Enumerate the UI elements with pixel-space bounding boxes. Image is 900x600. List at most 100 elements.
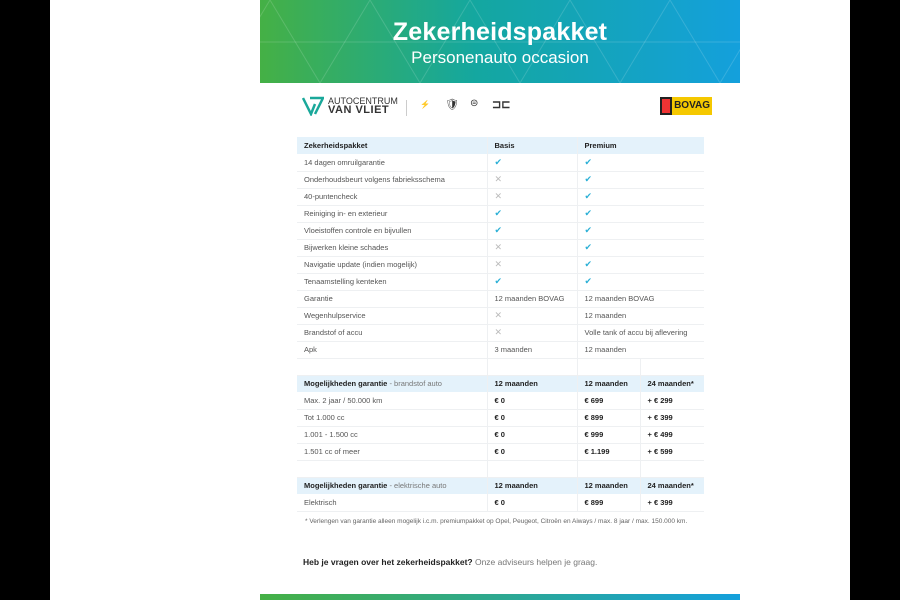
- table-row: Tot 1.000 cc € 0 € 899 + € 399: [297, 409, 704, 427]
- table-cell: 12 maanden: [577, 341, 704, 359]
- check-icon: ✔: [584, 225, 593, 235]
- table-cell: 1.001 - 1.500 cc: [297, 426, 488, 444]
- dealer-line1: AUTOCENTRUM: [328, 96, 398, 106]
- table-row: Tenaamstelling kenteken ✔ ✔: [297, 273, 704, 291]
- table-header-row: Mogelijkheden garantie - elektrische aut…: [297, 477, 704, 494]
- table-cell: € 0: [487, 392, 578, 410]
- table-cell: Apk: [297, 341, 488, 359]
- check-icon: ✔: [494, 208, 503, 218]
- table-cell: 12 maanden: [487, 375, 578, 392]
- footnote: * Verlengen van garantie alleen mogelijk…: [305, 518, 688, 525]
- table-cell: ✔: [577, 239, 704, 257]
- table-cell: + € 299: [640, 392, 704, 410]
- table-cell: € 999: [577, 426, 641, 444]
- table-cell: Volle tank of accu bij aflevering: [577, 324, 704, 342]
- table-row: Wegenhulpservice ✕ 12 maanden: [297, 307, 704, 325]
- table-cell: € 1.199: [577, 443, 641, 461]
- table-cell: Reiniging in- en exterieur: [297, 205, 488, 223]
- check-icon: ✔: [494, 225, 503, 235]
- page: Zekerheidspakket Personenauto occasion A…: [50, 0, 850, 600]
- table-cell: + € 599: [640, 443, 704, 461]
- cross-icon: ✕: [494, 327, 503, 337]
- table-row: Max. 2 jaar / 50.000 km € 0 € 699 + € 299: [297, 392, 704, 410]
- peugeot-logo: 🛡: [445, 99, 459, 111]
- table-row: Navigatie update (indien mogelijk) ✕ ✔: [297, 256, 704, 274]
- bottom-bar: [260, 594, 740, 600]
- table-cell: Navigatie update (indien mogelijk): [297, 256, 488, 274]
- check-icon: ✔: [584, 242, 593, 252]
- check-icon: ✔: [494, 276, 503, 286]
- table-cell: Basis: [487, 137, 578, 154]
- table-row: Reiniging in- en exterieur ✔ ✔: [297, 205, 704, 223]
- table-cell: ✔: [487, 222, 578, 240]
- cross-icon: ✕: [494, 310, 503, 320]
- document: Zekerheidspakket Personenauto occasion A…: [260, 0, 740, 600]
- table-cell: 12 maanden: [577, 307, 704, 325]
- cross-icon: ✕: [494, 259, 503, 269]
- table-cell: Tenaamstelling kenteken: [297, 273, 488, 291]
- table-cell: € 0: [487, 409, 578, 427]
- table-cell: € 899: [577, 494, 641, 512]
- table-cell: ✔: [577, 273, 704, 291]
- cross-icon: ✕: [494, 191, 503, 201]
- table-cell: 12 maanden BOVAG: [577, 290, 704, 308]
- table-header-row: Mogelijkheden garantie - brandstof auto 1…: [297, 375, 704, 392]
- empty-cell: [297, 460, 488, 478]
- banner-subtitle: Personenauto occasion: [411, 48, 589, 67]
- table-cell: Zekerheidspakket: [297, 137, 488, 154]
- empty-cell: [487, 358, 578, 376]
- check-icon: ✔: [584, 174, 593, 184]
- bovag-logo: BOVAG: [660, 97, 712, 115]
- table-cell: ✔: [487, 273, 578, 291]
- table-cell: 12 maanden: [487, 477, 578, 494]
- table-cell: ✔: [487, 205, 578, 223]
- table-cell: ✕: [487, 171, 578, 189]
- table-cell: Tot 1.000 cc: [297, 409, 488, 427]
- table-header-row: Zekerheidspakket Basis Premium: [297, 137, 704, 154]
- table-cell: 24 maanden*: [640, 477, 704, 494]
- table-cell: Premium: [577, 137, 704, 154]
- table-cell: € 0: [487, 443, 578, 461]
- check-icon: ✔: [584, 208, 593, 218]
- table-cell: 1.501 cc of meer: [297, 443, 488, 461]
- table-cell: Garantie: [297, 290, 488, 308]
- table-cell: + € 499: [640, 426, 704, 444]
- check-icon: ✔: [584, 259, 593, 269]
- table-cell: ✕: [487, 307, 578, 325]
- citroen-logo: ⊜: [470, 98, 479, 109]
- divider: [406, 100, 407, 116]
- table-cell: Elektrisch: [297, 494, 488, 512]
- table-row: 1.001 - 1.500 cc € 0 € 999 + € 499: [297, 426, 704, 444]
- table-cell: 12 maanden: [577, 477, 641, 494]
- table-cell: € 0: [487, 426, 578, 444]
- empty-cell: [297, 358, 488, 376]
- table-cell: ✔: [577, 256, 704, 274]
- cross-icon: ✕: [494, 242, 503, 252]
- triangle-pattern: [260, 0, 740, 83]
- table-row: 1.501 cc of meer € 0 € 1.199 + € 599: [297, 443, 704, 461]
- spacer-row: [297, 358, 704, 376]
- table-row: 40-puntencheck ✕ ✔: [297, 188, 704, 206]
- question-text: Heb je vragen over het zekerheidspakket?…: [303, 557, 598, 567]
- table-cell: 3 maanden: [487, 341, 578, 359]
- banner: Zekerheidspakket Personenauto occasion: [260, 0, 740, 83]
- table-row: Bijwerken kleine schades ✕ ✔: [297, 239, 704, 257]
- table-cell: ✔: [487, 154, 578, 172]
- empty-cell: [640, 358, 704, 376]
- table-row: Garantie 12 maanden BOVAG 12 maanden BOVAG: [297, 290, 704, 308]
- table-row: Apk 3 maanden 12 maanden: [297, 341, 704, 359]
- opel-logo: ⚡: [420, 100, 430, 109]
- table-cell: ✔: [577, 171, 704, 189]
- dealer-logo: AUTOCENTRUM VAN VLIET: [302, 96, 398, 116]
- section-title: Mogelijkheden garantie - elektrische aut…: [297, 477, 488, 494]
- table-cell: € 899: [577, 409, 641, 427]
- table-cell: Brandstof of accu: [297, 324, 488, 342]
- aiways-logo: ⊐⊏: [492, 99, 511, 111]
- section-title: Mogelijkheden garantie - brandstof auto: [297, 375, 488, 392]
- check-icon: ✔: [584, 276, 593, 286]
- spacer-row: [297, 460, 704, 478]
- cross-icon: ✕: [494, 174, 503, 184]
- check-icon: ✔: [584, 156, 593, 167]
- package-table: Zekerheidspakket Basis Premium 14 dagen omr…: [297, 137, 704, 512]
- table-cell: Vloeistoffen controle en bijvullen: [297, 222, 488, 240]
